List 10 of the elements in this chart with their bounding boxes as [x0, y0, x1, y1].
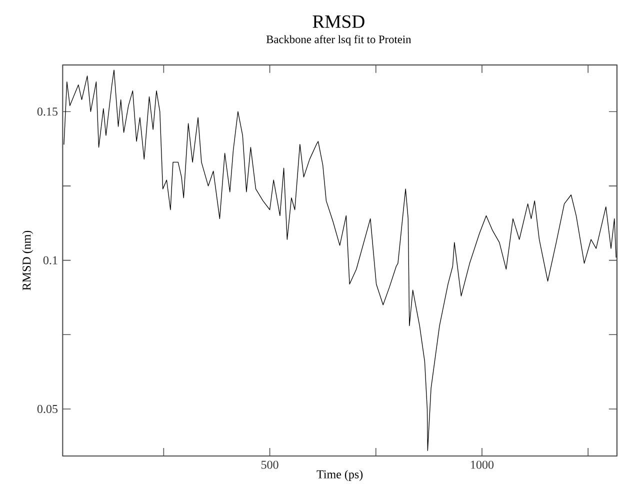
- y-axis-title: RMSD (nm): [22, 230, 34, 290]
- chart-subtitle: Backbone after lsq fit to Protein: [266, 35, 412, 46]
- y-tick-label: 0.1: [43, 256, 58, 264]
- chart-title: RMSD: [312, 15, 364, 28]
- y-tick-label: 0.15: [37, 108, 58, 116]
- line-series: [64, 70, 616, 451]
- x-axis-title: Time (ps): [316, 470, 363, 481]
- y-tick-label: 0.05: [37, 404, 58, 414]
- x-tick-label: 500: [261, 460, 278, 469]
- x-tick-label: 1000: [471, 460, 494, 469]
